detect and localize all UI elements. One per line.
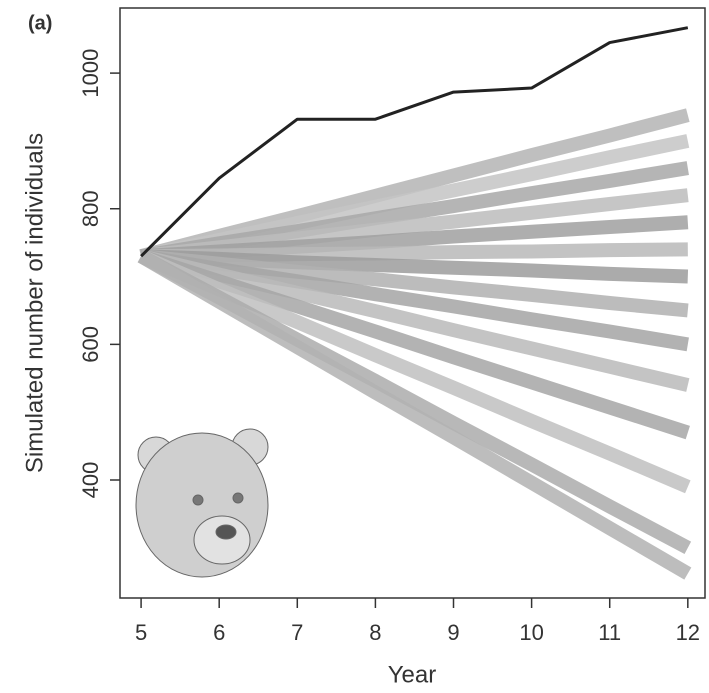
x-tick-label: 10 bbox=[519, 620, 543, 645]
series-line bbox=[139, 249, 690, 392]
y-tick-label: 400 bbox=[78, 462, 103, 499]
x-tick-label: 6 bbox=[213, 620, 225, 645]
plot-frame bbox=[119, 7, 706, 599]
y-tick-label: 600 bbox=[78, 326, 103, 363]
y-axis-label: Simulated number of individuals bbox=[21, 133, 48, 473]
panel-label: (a) bbox=[28, 12, 52, 34]
series-line bbox=[140, 26, 689, 258]
bear-illustration bbox=[135, 428, 269, 578]
line-group bbox=[137, 108, 692, 580]
y-tick-label: 800 bbox=[78, 190, 103, 227]
series-line bbox=[138, 249, 690, 440]
x-tick-label: 8 bbox=[369, 620, 381, 645]
x-tick-label: 7 bbox=[291, 620, 303, 645]
x-tick-label: 9 bbox=[447, 620, 459, 645]
x-axis-label: Year bbox=[388, 661, 437, 688]
series-line bbox=[138, 249, 691, 494]
y-tick-label: 1000 bbox=[78, 49, 103, 98]
x-tick-label: 12 bbox=[676, 620, 700, 645]
series-line bbox=[137, 250, 692, 580]
x-tick-label: 11 bbox=[598, 620, 621, 645]
x-tick-label: 5 bbox=[135, 620, 147, 645]
